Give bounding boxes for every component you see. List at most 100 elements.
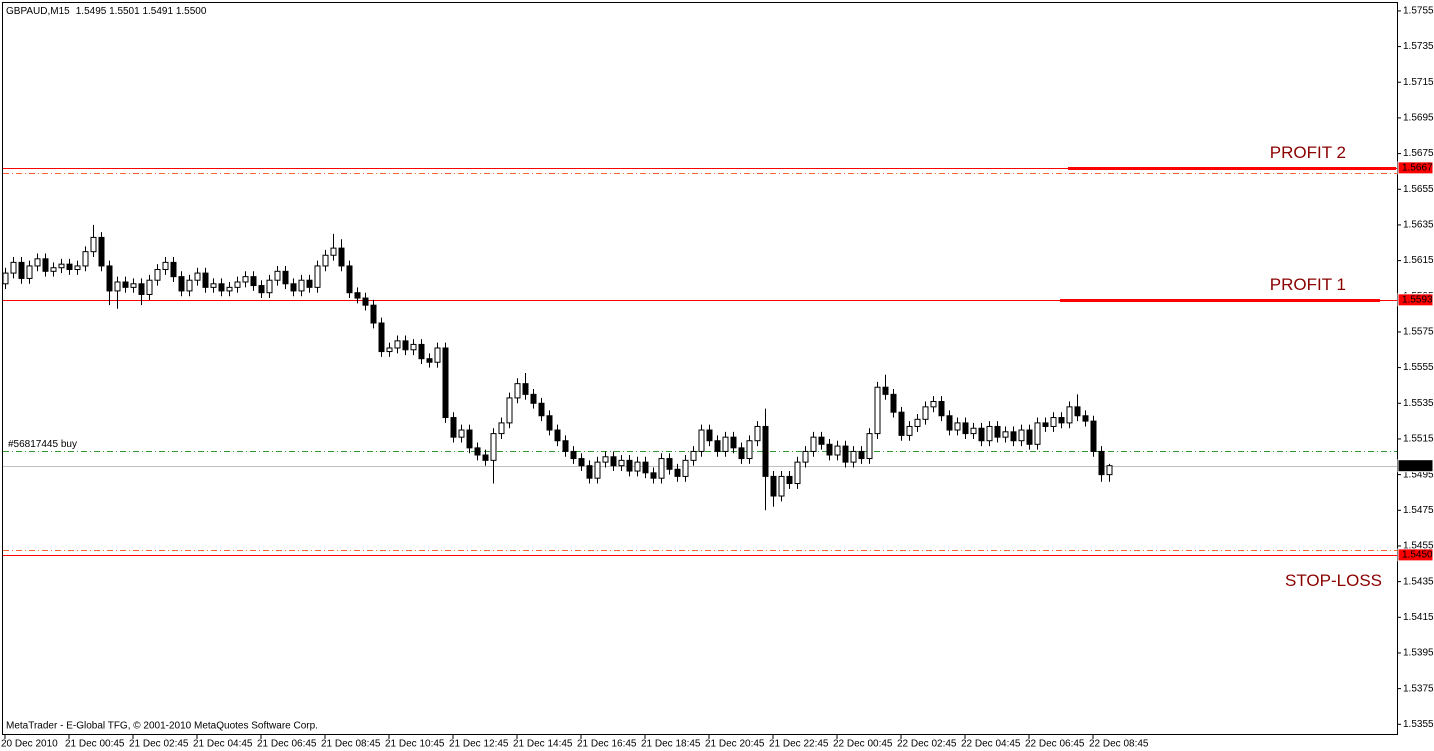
candle-body xyxy=(858,450,865,460)
candle-body xyxy=(826,443,833,456)
y-tick-label: 1.5375 xyxy=(1403,683,1434,694)
candle-body xyxy=(450,417,457,438)
candle-body xyxy=(42,258,49,272)
price-flag-label: 1.5450 xyxy=(1402,550,1433,561)
candle-body xyxy=(34,258,41,267)
x-tick-label: 21 Dec 10:45 xyxy=(385,739,445,750)
candle-body xyxy=(74,265,81,271)
candle-body xyxy=(386,347,393,353)
candle-body xyxy=(10,261,17,274)
candle-body xyxy=(234,281,241,288)
candle-body xyxy=(442,347,449,419)
candle-body xyxy=(330,247,337,256)
candle-body xyxy=(770,475,777,497)
candle-body xyxy=(962,422,969,435)
price-flag xyxy=(1397,459,1434,473)
candle-body xyxy=(618,459,625,467)
candle-body xyxy=(242,276,249,283)
candle-body xyxy=(1010,431,1017,442)
candle-body xyxy=(626,459,633,472)
candle-body xyxy=(1034,422,1041,445)
y-tick-label: 1.5475 xyxy=(1403,505,1434,516)
candle-body xyxy=(762,425,769,477)
y-tick-label: 1.5555 xyxy=(1403,362,1434,373)
candle-body xyxy=(650,472,657,479)
candle-body xyxy=(218,283,225,292)
y-tick-label: 1.5695 xyxy=(1403,113,1434,124)
y-tick-label: 1.5715 xyxy=(1403,77,1434,88)
candle-body xyxy=(514,383,521,399)
x-tick-label: 21 Dec 18:45 xyxy=(641,739,701,750)
x-tick-label: 21 Dec 08:45 xyxy=(321,739,381,750)
candle-body xyxy=(906,425,913,436)
price-flag xyxy=(1397,293,1434,307)
candle-body xyxy=(866,433,873,460)
candle-body xyxy=(634,461,641,472)
candle-body xyxy=(178,276,185,292)
plot-frame xyxy=(2,2,1398,735)
candle-body xyxy=(2,272,9,285)
candle-body xyxy=(842,445,849,463)
candle-body xyxy=(754,425,761,442)
candle-body xyxy=(202,272,209,288)
y-tick-label: 1.5735 xyxy=(1403,41,1434,52)
candle-body xyxy=(1098,450,1105,476)
level-name: PROFIT 2 xyxy=(1270,143,1346,162)
candle-body xyxy=(354,292,361,299)
chart-title: GBPAUD,M15 xyxy=(6,6,70,17)
candle-body xyxy=(1002,431,1009,438)
candle-body xyxy=(682,459,689,477)
candle-body xyxy=(306,279,313,288)
candle-body xyxy=(1082,415,1089,422)
candle-body xyxy=(378,322,385,353)
candle-body xyxy=(258,285,265,294)
candle-body xyxy=(1074,406,1081,417)
x-tick-label: 22 Dec 04:45 xyxy=(961,739,1021,750)
candle-body xyxy=(410,343,417,351)
x-tick-label: 21 Dec 14:45 xyxy=(513,739,573,750)
candle-body xyxy=(1066,406,1073,424)
y-tick-label: 1.5655 xyxy=(1403,184,1434,195)
level-name: STOP-LOSS xyxy=(1285,571,1382,590)
candle-body xyxy=(338,247,345,267)
candle-body xyxy=(50,267,57,272)
candle-body xyxy=(314,265,321,288)
candle-body xyxy=(530,393,537,404)
candle-body xyxy=(506,397,513,424)
candle-body xyxy=(794,461,801,485)
candle-body xyxy=(434,347,441,363)
candle-body xyxy=(834,445,841,456)
x-tick-label: 21 Dec 00:45 xyxy=(65,739,125,750)
candle-body xyxy=(674,468,681,477)
candle-body xyxy=(850,450,857,463)
candle-body xyxy=(18,261,25,279)
candle-body xyxy=(874,386,881,435)
candle-body xyxy=(58,263,65,269)
y-tick-label: 1.5435 xyxy=(1403,576,1434,587)
candle-body xyxy=(602,456,609,463)
price-flag xyxy=(1397,161,1434,175)
candle-body xyxy=(482,454,489,461)
candle-body xyxy=(706,429,713,442)
candle-body xyxy=(122,281,129,288)
level-name: PROFIT 1 xyxy=(1270,275,1346,294)
candle-body xyxy=(922,406,929,420)
candle-body xyxy=(290,283,297,292)
candle-body xyxy=(562,440,569,452)
candle-body xyxy=(90,236,97,253)
candle-body xyxy=(498,422,505,435)
candle-body xyxy=(546,415,553,431)
candle-body xyxy=(978,427,985,442)
candle-body xyxy=(1106,465,1113,476)
candle-body xyxy=(722,436,729,452)
candle-body xyxy=(818,436,825,445)
x-tick-label: 21 Dec 02:45 xyxy=(129,739,189,750)
candle-body xyxy=(346,265,353,294)
candle-body xyxy=(890,393,897,413)
x-tick-label: 20 Dec 2010 xyxy=(1,739,58,750)
candle-body xyxy=(970,427,977,435)
candle-body xyxy=(154,269,161,281)
order-label: #56817445 buy xyxy=(8,439,77,450)
